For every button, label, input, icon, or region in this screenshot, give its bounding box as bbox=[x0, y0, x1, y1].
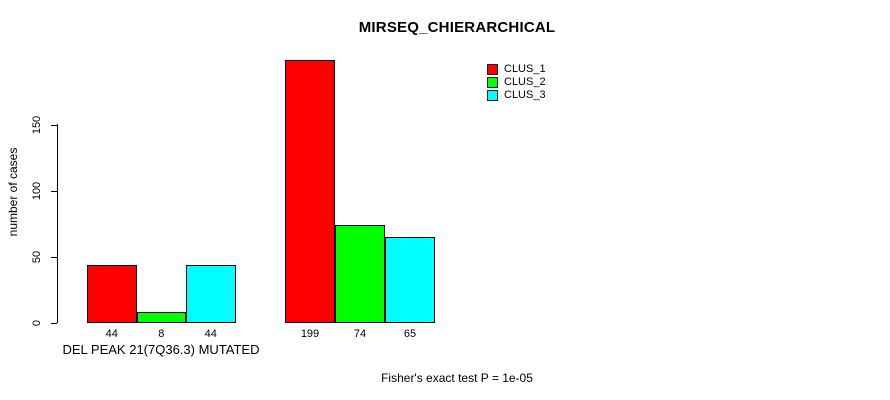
legend-row: CLUS_2 bbox=[487, 76, 546, 89]
bar-clus_2 bbox=[136, 312, 186, 323]
y-tick-label: 0 bbox=[31, 319, 43, 327]
legend-swatch-icon bbox=[487, 77, 498, 88]
y-tick-label: 150 bbox=[31, 115, 43, 135]
bar-value-label: 199 bbox=[300, 328, 320, 340]
y-tick-mark bbox=[51, 191, 57, 192]
bar-clus_3 bbox=[186, 265, 236, 323]
y-axis-title: number of cases bbox=[6, 147, 20, 237]
y-tick-label: 50 bbox=[31, 250, 43, 264]
legend-label: CLUS_1 bbox=[504, 63, 546, 75]
y-axis-line bbox=[57, 124, 58, 323]
bar-clus_2 bbox=[335, 225, 385, 323]
bar-value-label: 74 bbox=[353, 328, 367, 340]
bar-value-label: 44 bbox=[105, 328, 118, 340]
x-group-label: DEL PEAK 21(7Q36.3) MUTATED bbox=[62, 342, 260, 357]
y-tick-mark bbox=[51, 125, 57, 126]
bar-value-label: 65 bbox=[403, 328, 417, 340]
bar-value-label: 44 bbox=[204, 328, 217, 340]
legend: CLUS_1 CLUS_2 CLUS_3 bbox=[487, 63, 546, 102]
legend-row: CLUS_1 bbox=[487, 63, 546, 76]
bar-clus_1 bbox=[285, 60, 335, 323]
y-tick-mark bbox=[51, 323, 57, 324]
y-tick-label: 100 bbox=[31, 181, 43, 201]
bar-value-label: 8 bbox=[158, 328, 165, 340]
bar-clus_3 bbox=[385, 237, 435, 323]
legend-label: CLUS_3 bbox=[504, 89, 546, 101]
chart-title: MIRSEQ_CHIERARCHICAL bbox=[358, 19, 556, 36]
legend-label: CLUS_2 bbox=[504, 76, 546, 88]
bar-clus_1 bbox=[87, 265, 137, 323]
legend-swatch-icon bbox=[487, 64, 498, 75]
legend-row: CLUS_3 bbox=[487, 89, 546, 102]
stat-annotation: Fisher's exact test P = 1e-05 bbox=[381, 371, 533, 385]
y-tick-mark bbox=[51, 257, 57, 258]
legend-swatch-icon bbox=[487, 90, 498, 101]
